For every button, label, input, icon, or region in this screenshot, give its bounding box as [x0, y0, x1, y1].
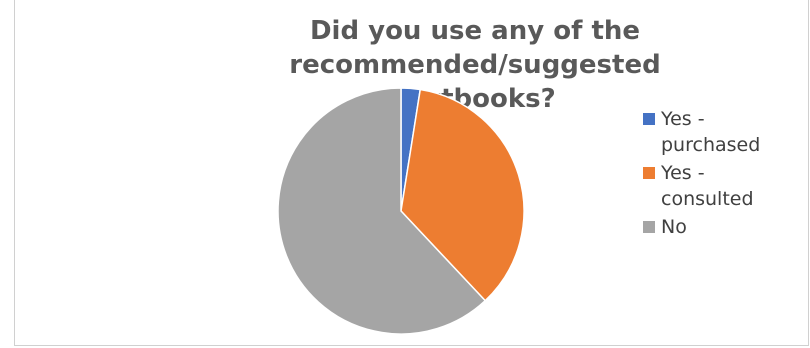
legend-item-no: No — [643, 214, 803, 240]
pie-slice-no — [277, 87, 487, 335]
legend-label-yes-purchased-line-2: purchased — [661, 134, 761, 156]
legend-swatch-yes-consulted — [643, 167, 655, 179]
legend-swatch-yes-purchased — [643, 113, 655, 125]
legend-item-yes-consulted: Yes - consulted — [643, 160, 803, 212]
legend-item-yes-purchased: Yes - purchased — [643, 106, 803, 158]
legend-label-yes-consulted-line-2: consulted — [661, 188, 754, 210]
legend-label-no: No — [661, 216, 687, 238]
chart-title-line-1: Did you use any of the recommended/sugge… — [289, 16, 661, 80]
legend-label-yes-purchased-line-1: Yes - — [661, 108, 705, 130]
pie-slice-yes-consulted — [400, 88, 525, 302]
chart-legend: Yes - purchased Yes - consulted No — [643, 106, 803, 242]
legend-label-yes-consulted-line-1: Yes - — [661, 162, 705, 184]
legend-swatch-no — [643, 221, 655, 233]
